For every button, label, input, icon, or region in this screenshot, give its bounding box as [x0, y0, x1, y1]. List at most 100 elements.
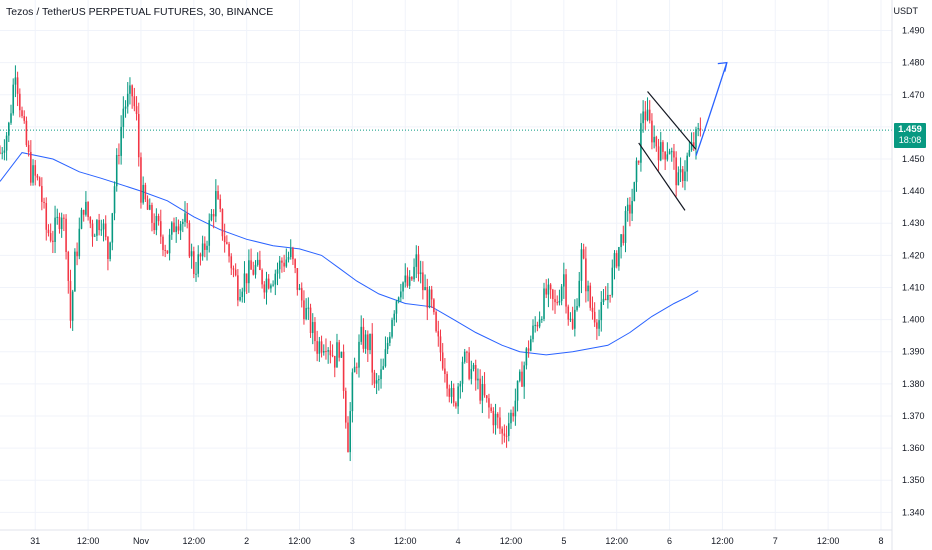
candle-body — [622, 234, 625, 243]
candle-body — [283, 262, 285, 267]
candle-body — [375, 380, 378, 384]
candle-body — [157, 215, 160, 222]
candle-body — [389, 336, 391, 343]
candle-body — [232, 268, 235, 270]
candle-body — [659, 142, 662, 161]
candle-body — [120, 126, 122, 156]
candle-body — [78, 228, 81, 257]
price-axis[interactable]: 1.4901.4801.4701.4601.4501.4401.4301.420… — [891, 0, 925, 550]
candle-body — [217, 191, 219, 199]
price-tick-label: 1.340 — [902, 507, 925, 517]
candle-body — [267, 278, 270, 289]
price-tick-label: 1.390 — [902, 347, 925, 357]
candle-body — [74, 251, 76, 292]
candle-body — [0, 152, 1, 154]
candle-body — [98, 220, 100, 231]
candle-body — [633, 182, 636, 202]
candle-body — [395, 301, 398, 314]
candle-body — [135, 106, 138, 115]
price-tick-label: 1.490 — [902, 26, 925, 36]
candle-body — [651, 120, 653, 143]
candle-body — [620, 234, 622, 248]
price-tick-label: 1.480 — [902, 58, 925, 68]
candle-body — [662, 142, 664, 152]
candle-body — [199, 254, 202, 257]
candle-body — [54, 217, 56, 242]
candle-body — [197, 254, 200, 274]
candle-body — [613, 253, 616, 268]
candle-body — [272, 284, 274, 286]
candle-body — [237, 275, 239, 301]
candle-body — [296, 268, 299, 290]
time-tick-label: 3 — [350, 536, 355, 546]
candle-body — [527, 348, 530, 351]
candle-body — [65, 218, 67, 252]
candle-body — [367, 334, 369, 351]
candle-body — [309, 307, 312, 333]
candle-body — [184, 213, 186, 222]
candle-body — [221, 208, 224, 237]
price-tick-label: 1.420 — [902, 250, 925, 260]
candle-body — [563, 274, 565, 287]
candle-body — [303, 300, 305, 320]
projection-arrow-line — [695, 62, 728, 157]
candle-body — [554, 299, 556, 303]
candle-body — [470, 368, 473, 379]
candle-body — [448, 388, 451, 397]
candle-body — [140, 157, 142, 203]
candle-body — [457, 386, 459, 407]
candle-body — [10, 113, 12, 123]
candle-body — [604, 298, 607, 301]
time-tick-label: 12:00 — [77, 536, 100, 546]
candle-body — [287, 257, 290, 260]
candle-body — [67, 251, 70, 281]
candle-body — [419, 272, 422, 275]
candle-body — [281, 260, 283, 263]
candle-body — [148, 205, 151, 210]
candle-body — [380, 369, 382, 380]
candle-body — [322, 351, 325, 353]
candle-body — [329, 350, 332, 356]
candle-body — [107, 236, 109, 259]
candle-body — [547, 284, 550, 295]
candle-body — [585, 258, 587, 292]
candle-body — [307, 307, 310, 309]
candle-body — [124, 106, 127, 109]
time-tick-label: 7 — [773, 536, 778, 546]
time-tick-label: Nov — [133, 536, 150, 546]
candle-body — [261, 269, 263, 285]
candle-body — [3, 150, 6, 153]
time-tick-label: 2 — [244, 536, 249, 546]
candle-body — [371, 333, 374, 373]
candle-body — [648, 109, 651, 121]
candle-body — [82, 209, 85, 215]
candle-body — [300, 288, 303, 301]
candle-body — [578, 280, 581, 307]
candle-body — [362, 326, 365, 349]
candle-body — [190, 251, 193, 257]
candle-body — [466, 351, 468, 353]
candle-body — [446, 373, 448, 389]
candle-body — [206, 245, 208, 250]
time-axis[interactable]: 31 12:00 Nov 12:00 2 12:00 3 12:00 4 12:00 5 12:00 6… — [0, 529, 892, 546]
candle-body — [481, 384, 484, 401]
candle-body — [653, 136, 655, 143]
price-tick-label: 1.360 — [902, 443, 925, 453]
candle-body — [690, 142, 693, 151]
candle-body — [21, 110, 23, 117]
candle-body — [292, 248, 294, 260]
candle-body — [16, 77, 19, 94]
candle-body — [259, 259, 261, 270]
candle-body — [609, 294, 611, 296]
candle-body — [618, 247, 620, 267]
candle-body — [129, 85, 131, 94]
candle-body — [679, 169, 682, 173]
candle-body — [530, 339, 532, 351]
symbol-title: Tezos / TetherUS PERPETUAL FUTURES, 30, … — [6, 6, 274, 18]
candle-body — [133, 96, 136, 107]
candle-body — [582, 249, 585, 259]
candle-body — [496, 413, 499, 418]
candle-body — [8, 122, 10, 136]
candle-body — [327, 350, 329, 352]
